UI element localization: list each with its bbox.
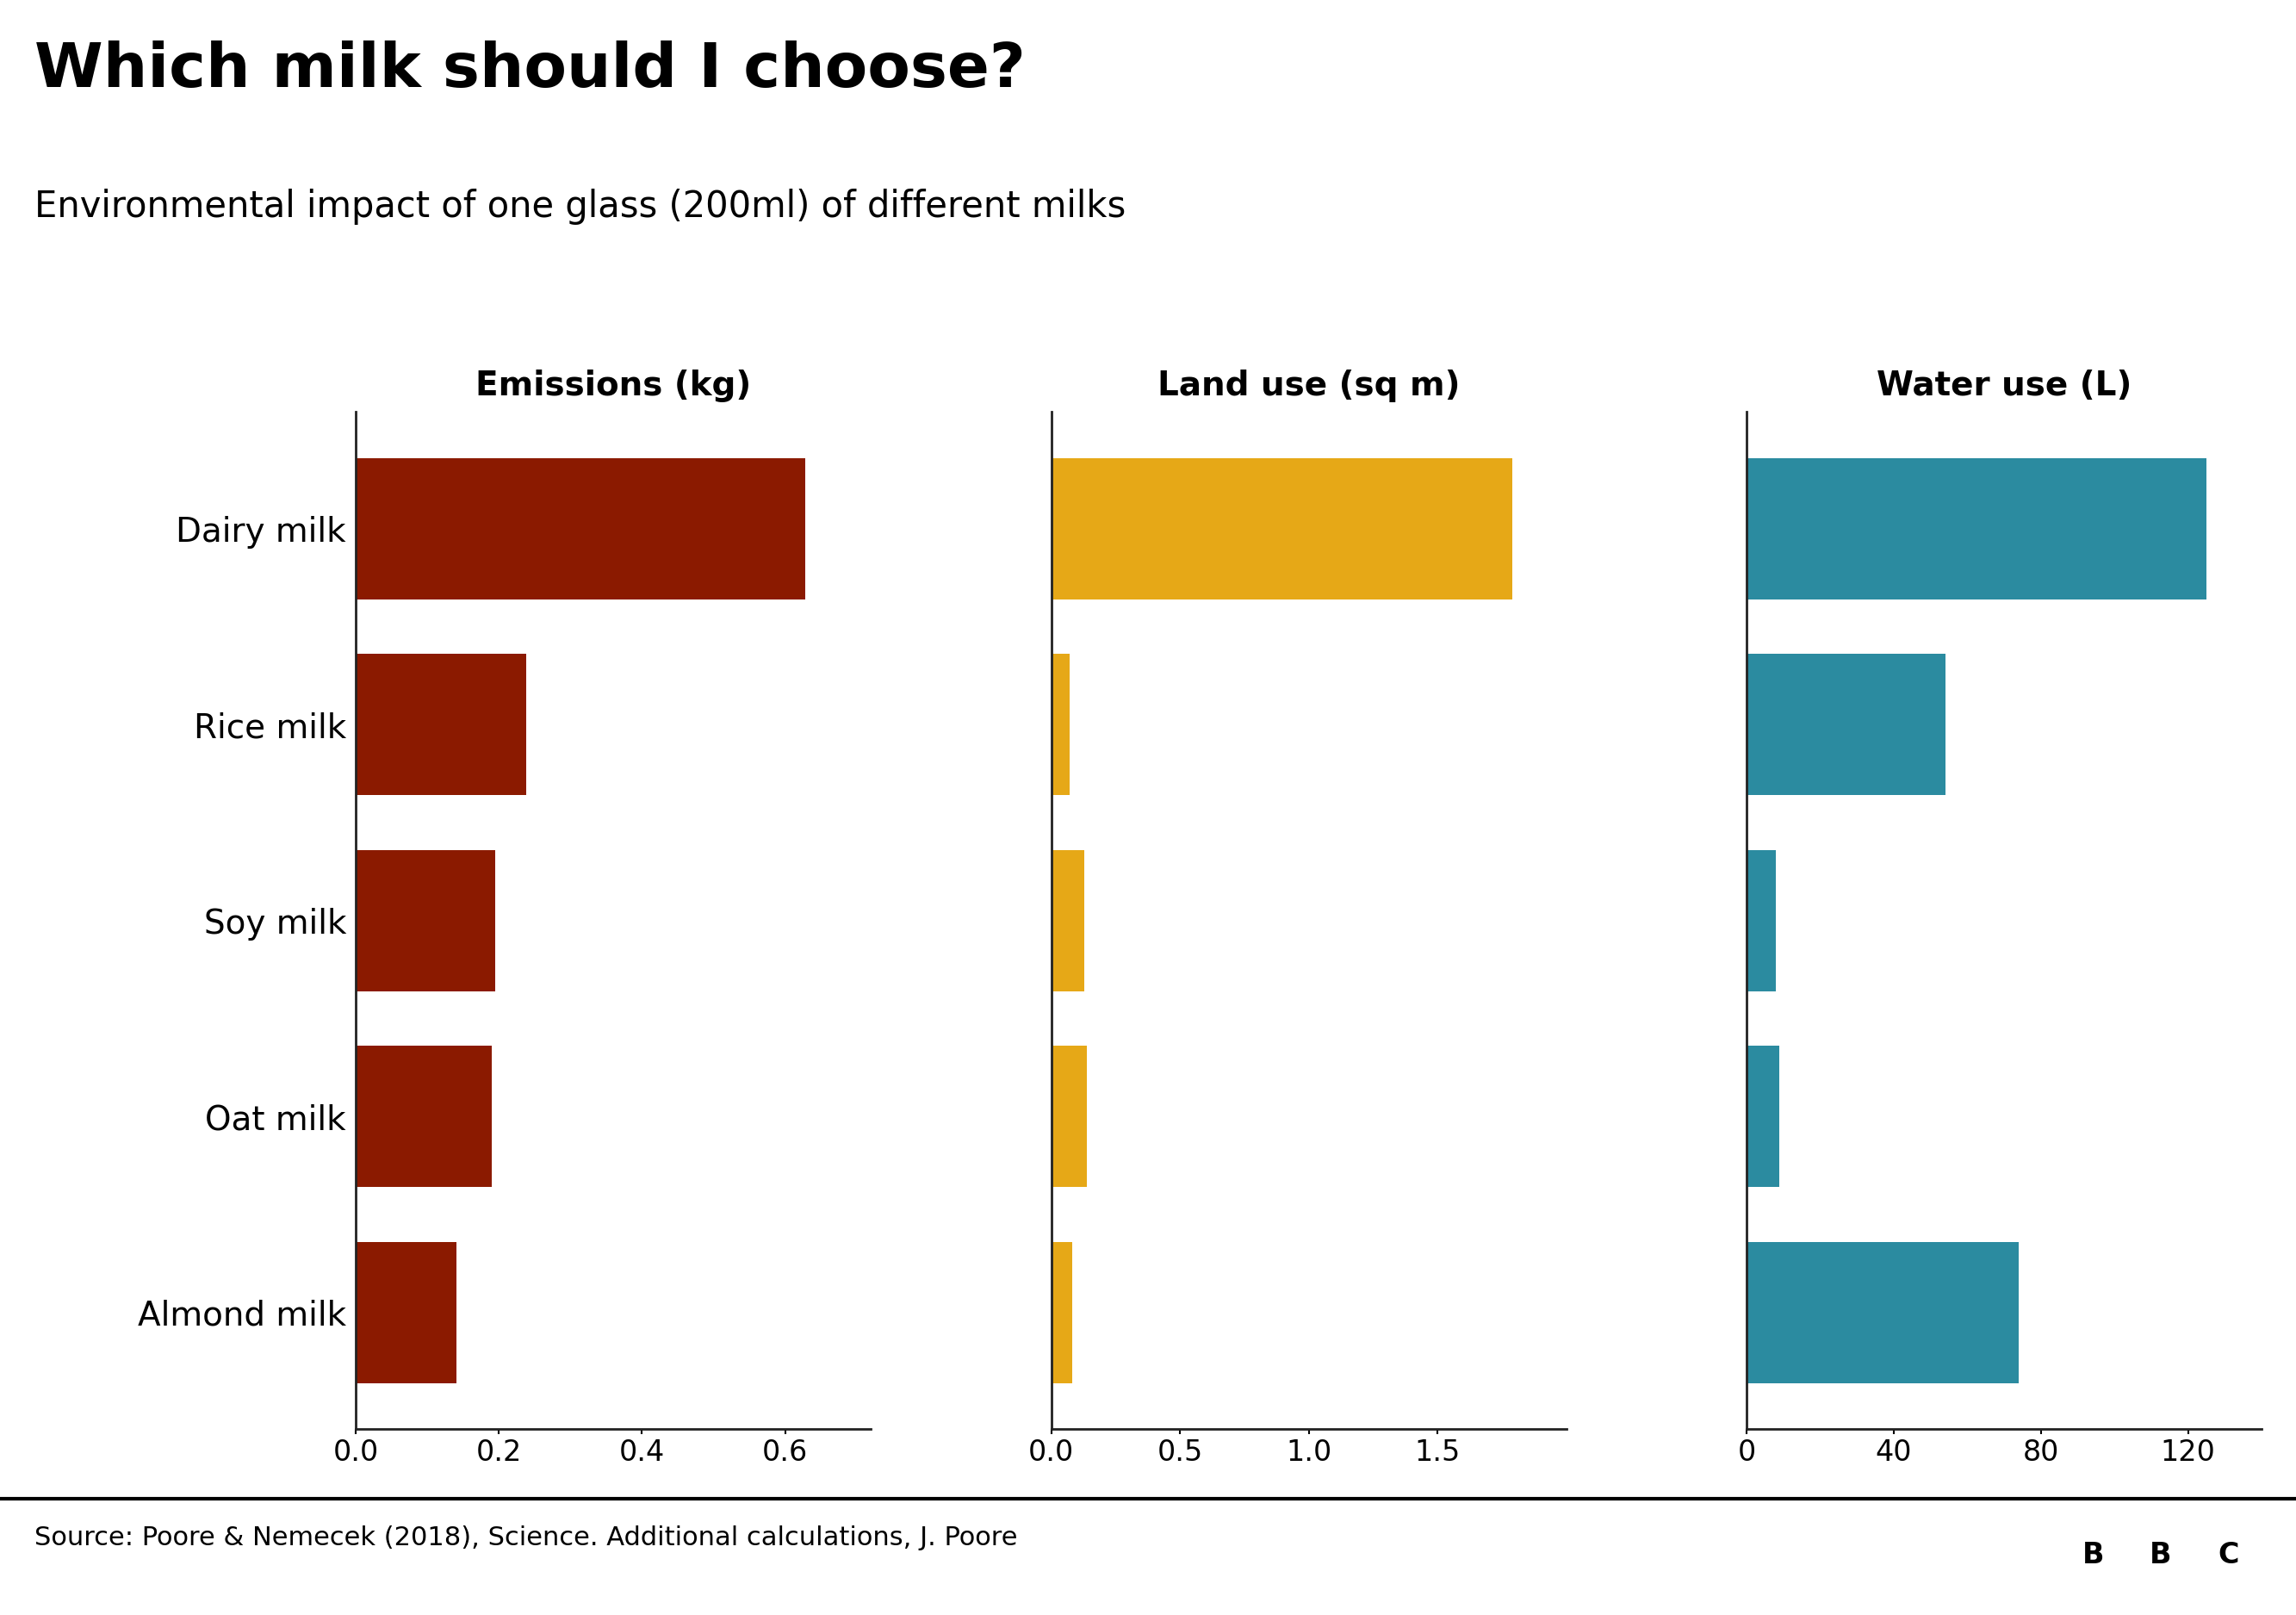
Bar: [1747, 654, 1945, 795]
Bar: [1747, 1242, 2018, 1382]
Bar: [2064, 1516, 2122, 1594]
Bar: [356, 459, 806, 599]
Bar: [2200, 1516, 2257, 1594]
Bar: [1052, 1242, 1072, 1382]
Text: Source: Poore & Nemecek (2018), Science. Additional calculations, J. Poore: Source: Poore & Nemecek (2018), Science.…: [34, 1525, 1017, 1550]
Text: Which milk should I choose?: Which milk should I choose?: [34, 40, 1026, 100]
Bar: [1052, 459, 1513, 599]
Bar: [1052, 1047, 1088, 1187]
Title: Land use (sq m): Land use (sq m): [1157, 370, 1460, 402]
Bar: [1747, 1047, 1779, 1187]
Title: Water use (L): Water use (L): [1876, 370, 2131, 402]
Bar: [356, 654, 526, 795]
Bar: [356, 849, 496, 992]
Bar: [356, 1242, 457, 1382]
Title: Emissions (kg): Emissions (kg): [475, 370, 751, 402]
Bar: [356, 1047, 491, 1187]
Text: Environmental impact of one glass (200ml) of different milks: Environmental impact of one glass (200ml…: [34, 189, 1125, 224]
Bar: [1052, 849, 1084, 992]
Bar: [1747, 459, 2206, 599]
Text: B: B: [2082, 1541, 2103, 1570]
Text: B: B: [2149, 1541, 2172, 1570]
Bar: [1052, 654, 1070, 795]
Text: C: C: [2218, 1541, 2239, 1570]
Bar: [2131, 1516, 2190, 1594]
Bar: [1747, 849, 1775, 992]
